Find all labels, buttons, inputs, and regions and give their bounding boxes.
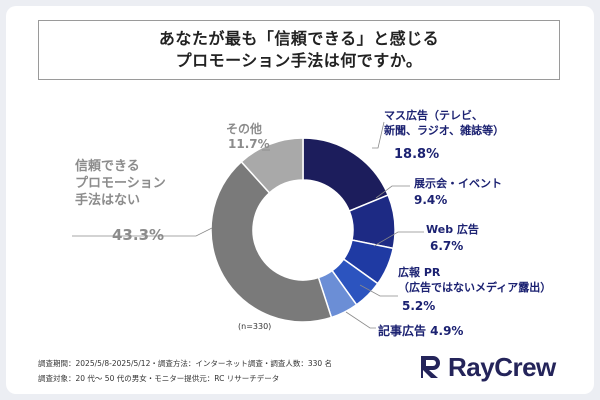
donut-slice-5: [210, 160, 333, 323]
label-web-ads: Web 広告: [426, 223, 479, 236]
value-mass-ads: 18.8%: [394, 147, 440, 162]
footer-survey-target: 調査対象：20 代～ 50 代の男女・モニター提供元：RC リサーチデータ: [38, 374, 280, 383]
value-pr: 5.2%: [402, 299, 436, 313]
raycrew-logo-text: RayCrew: [448, 351, 556, 382]
chart-title-line-1: あなたが最も「信頼できる」と感じる: [158, 29, 440, 48]
leader-line-0: [372, 121, 385, 149]
label-no-trusted-line-1: 信頼できる: [75, 159, 140, 174]
label-pr: 広報 PR （広告ではないメディア露出）: [398, 265, 551, 295]
label-mass-ads: マス広告（テレビ、 新聞、ラジオ、雑誌等）: [384, 108, 504, 138]
label-other: その他: [226, 122, 263, 136]
content-card: [6, 6, 594, 394]
label-mass-ads-line-2: 新聞、ラジオ、雑誌等）: [384, 124, 505, 137]
label-pr-line-1: 広報 PR: [398, 266, 441, 279]
footer-survey-period: 調査期間：2025/5/8-2025/5/12・調査方法：インターネット調査・調…: [38, 359, 333, 368]
label-no-trusted-line-2: プロモーション: [75, 176, 166, 191]
label-no-trusted: 信頼できる プロモーション 手法はない: [75, 158, 166, 209]
value-events: 9.4%: [414, 193, 448, 207]
label-pr-line-2: （広告ではないメディア露出）: [398, 281, 552, 294]
label-events: 展示会・イベント: [414, 177, 502, 190]
donut-slice-6: [240, 137, 304, 194]
leader-line-4: [345, 311, 376, 329]
leader-line-3: [359, 284, 398, 297]
value-other: 11.7%: [228, 137, 270, 151]
leader-line-5: [72, 227, 213, 237]
value-no-trusted: 43.3%: [112, 226, 165, 244]
leader-line-1: [375, 185, 410, 199]
label-article-ads: 記事広告 4.9%: [378, 324, 464, 338]
label-mass-ads-line-1: マス広告（テレビ、: [384, 109, 483, 122]
sample-size-note: (n=330): [238, 322, 272, 331]
leader-line-2: [373, 231, 424, 247]
raycrew-logo: RayCrew: [418, 352, 556, 382]
value-web-ads: 6.7%: [430, 239, 464, 253]
raycrew-r-logo-icon: [421, 356, 440, 378]
chart-title-box: あなたが最も「信頼できる」と感じる プロモーション手法は何ですか。: [38, 20, 560, 80]
label-no-trusted-line-3: 手法はない: [75, 193, 141, 208]
chart-title-line-2: プロモーション手法は何ですか。: [175, 51, 423, 70]
